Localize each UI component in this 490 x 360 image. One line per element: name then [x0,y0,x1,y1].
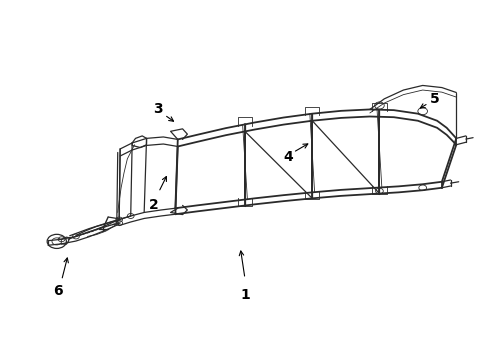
Text: 1: 1 [240,288,250,302]
Text: 6: 6 [53,284,63,298]
Text: 3: 3 [153,103,162,116]
Text: 5: 5 [430,92,440,106]
Text: 2: 2 [149,198,159,212]
Text: 4: 4 [283,150,293,164]
